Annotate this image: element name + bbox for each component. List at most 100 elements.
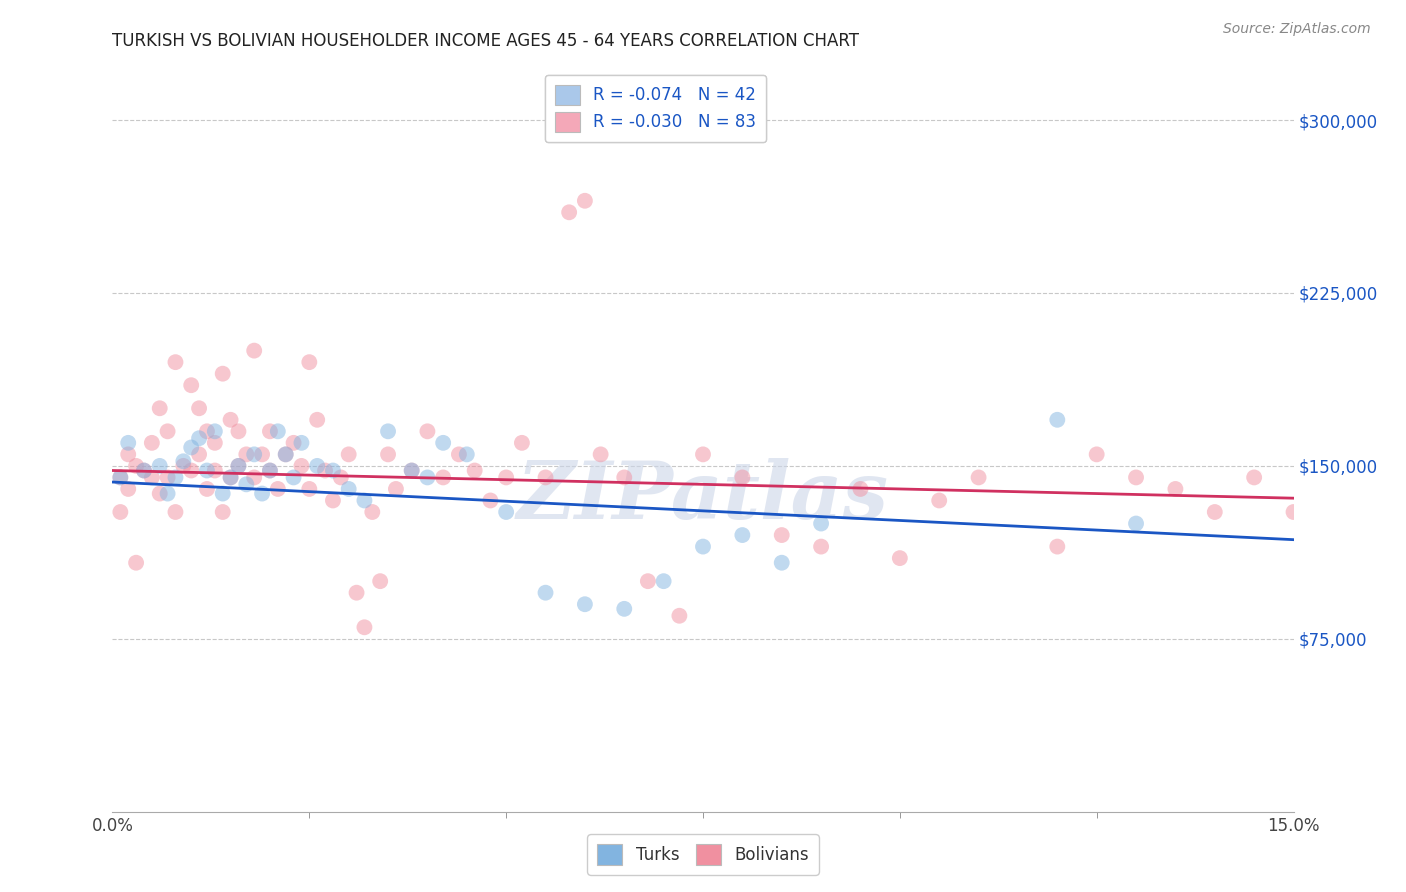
- Point: [377, 447, 399, 461]
- Point: [385, 482, 408, 496]
- Point: [558, 205, 581, 219]
- Point: [172, 454, 194, 468]
- Point: [770, 556, 793, 570]
- Point: [156, 425, 179, 439]
- Point: [165, 505, 187, 519]
- Point: [416, 470, 439, 484]
- Point: [495, 505, 517, 519]
- Point: [967, 470, 990, 484]
- Point: [589, 447, 612, 461]
- Point: [290, 458, 312, 473]
- Point: [188, 431, 211, 445]
- Point: [204, 435, 226, 450]
- Point: [274, 447, 297, 461]
- Point: [731, 528, 754, 542]
- Point: [156, 486, 179, 500]
- Point: [259, 463, 281, 477]
- Point: [267, 482, 290, 496]
- Point: [165, 355, 187, 369]
- Point: [401, 463, 423, 477]
- Point: [110, 470, 132, 484]
- Text: Source: ZipAtlas.com: Source: ZipAtlas.com: [1223, 22, 1371, 37]
- Point: [219, 470, 242, 484]
- Point: [211, 486, 233, 500]
- Point: [211, 505, 233, 519]
- Point: [322, 463, 344, 477]
- Point: [322, 493, 344, 508]
- Point: [329, 470, 352, 484]
- Point: [180, 441, 202, 455]
- Point: [188, 447, 211, 461]
- Point: [731, 470, 754, 484]
- Point: [188, 401, 211, 416]
- Point: [165, 470, 187, 484]
- Point: [204, 463, 226, 477]
- Point: [307, 413, 329, 427]
- Point: [172, 458, 194, 473]
- Point: [259, 425, 281, 439]
- Point: [1243, 470, 1265, 484]
- Point: [447, 447, 470, 461]
- Point: [337, 447, 360, 461]
- Point: [235, 447, 257, 461]
- Point: [889, 551, 911, 566]
- Point: [180, 463, 202, 477]
- Point: [110, 470, 132, 484]
- Point: [810, 540, 832, 554]
- Point: [377, 425, 399, 439]
- Point: [479, 493, 502, 508]
- Point: [267, 425, 290, 439]
- Point: [1085, 447, 1108, 461]
- Point: [283, 435, 305, 450]
- Point: [180, 378, 202, 392]
- Point: [132, 463, 155, 477]
- Point: [1204, 505, 1226, 519]
- Point: [1046, 540, 1069, 554]
- Point: [416, 425, 439, 439]
- Text: TURKISH VS BOLIVIAN HOUSEHOLDER INCOME AGES 45 - 64 YEARS CORRELATION CHART: TURKISH VS BOLIVIAN HOUSEHOLDER INCOME A…: [112, 32, 859, 50]
- Point: [770, 528, 793, 542]
- Point: [534, 470, 557, 484]
- Point: [1125, 516, 1147, 531]
- Point: [534, 585, 557, 599]
- Point: [274, 447, 297, 461]
- Point: [243, 343, 266, 358]
- Legend: R = -0.074   N = 42, R = -0.030   N = 83: R = -0.074 N = 42, R = -0.030 N = 83: [546, 75, 766, 142]
- Point: [141, 470, 163, 484]
- Point: [195, 463, 218, 477]
- Point: [510, 435, 533, 450]
- Point: [195, 425, 218, 439]
- Point: [290, 435, 312, 450]
- Point: [346, 585, 368, 599]
- Point: [1046, 413, 1069, 427]
- Point: [250, 447, 273, 461]
- Y-axis label: Householder Income Ages 45 - 64 years: Householder Income Ages 45 - 64 years: [0, 284, 7, 591]
- Point: [243, 447, 266, 461]
- Point: [810, 516, 832, 531]
- Point: [117, 435, 139, 450]
- Point: [928, 493, 950, 508]
- Point: [652, 574, 675, 589]
- Point: [219, 413, 242, 427]
- Point: [1164, 482, 1187, 496]
- Point: [668, 608, 690, 623]
- Point: [314, 463, 336, 477]
- Point: [149, 486, 172, 500]
- Point: [495, 470, 517, 484]
- Point: [228, 458, 250, 473]
- Point: [110, 505, 132, 519]
- Point: [211, 367, 233, 381]
- Point: [125, 458, 148, 473]
- Point: [149, 401, 172, 416]
- Point: [204, 425, 226, 439]
- Point: [149, 458, 172, 473]
- Point: [432, 470, 454, 484]
- Point: [361, 505, 384, 519]
- Point: [298, 482, 321, 496]
- Point: [250, 486, 273, 500]
- Point: [117, 482, 139, 496]
- Legend: Turks, Bolivians: Turks, Bolivians: [588, 834, 818, 875]
- Point: [574, 194, 596, 208]
- Point: [117, 447, 139, 461]
- Point: [1125, 470, 1147, 484]
